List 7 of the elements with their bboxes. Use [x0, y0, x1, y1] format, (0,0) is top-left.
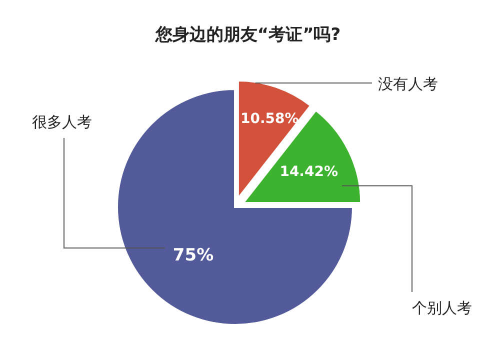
data-label: 14.42%	[280, 164, 338, 180]
slice-label: 没有人考	[378, 75, 438, 93]
chart-title: 您身边的朋友“考证”吗?	[154, 25, 341, 45]
data-label: 75%	[172, 246, 214, 266]
slice-label: 个别人考	[412, 299, 472, 317]
data-label: 10.58%	[240, 111, 299, 128]
slice-label: 很多人考	[32, 113, 92, 131]
